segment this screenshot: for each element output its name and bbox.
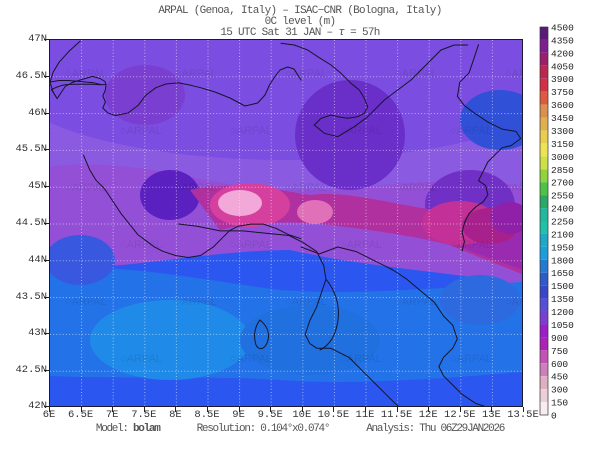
svg-text:4350: 4350: [551, 35, 574, 46]
svg-text:○ARPAL: ○ARPAL: [120, 125, 162, 137]
svg-text:○ARPAL: ○ARPAL: [450, 353, 492, 365]
svg-text:4500: 4500: [551, 23, 574, 34]
svg-text:○ARPAL: ○ARPAL: [175, 296, 217, 308]
svg-text:○ARPAL: ○ARPAL: [65, 296, 107, 308]
svg-text:900: 900: [551, 333, 568, 344]
svg-text:○ARPAL: ○ARPAL: [395, 68, 437, 80]
svg-text:1200: 1200: [551, 307, 574, 318]
svg-text:○ARPAL: ○ARPAL: [505, 182, 523, 194]
svg-text:○ARPAL: ○ARPAL: [230, 125, 272, 137]
svg-text:○ARPAL: ○ARPAL: [285, 296, 327, 308]
svg-text:300: 300: [551, 385, 568, 396]
svg-text:○ARPAL: ○ARPAL: [175, 182, 217, 194]
svg-text:○ARPAL: ○ARPAL: [230, 353, 272, 365]
svg-text:○ARPAL: ○ARPAL: [450, 125, 492, 137]
svg-text:○ARPAL: ○ARPAL: [65, 68, 107, 80]
svg-text:○ARPAL: ○ARPAL: [395, 296, 437, 308]
svg-text:○ARPAL: ○ARPAL: [230, 239, 272, 251]
svg-text:3150: 3150: [551, 139, 574, 150]
svg-text:○ARPAL: ○ARPAL: [120, 239, 162, 251]
svg-text:3900: 3900: [551, 74, 574, 85]
svg-text:0: 0: [551, 411, 557, 422]
svg-text:○ARPAL: ○ARPAL: [450, 239, 492, 251]
svg-text:3000: 3000: [551, 152, 574, 163]
svg-text:2700: 2700: [551, 178, 574, 189]
svg-text:150: 150: [551, 398, 568, 409]
svg-text:2400: 2400: [551, 204, 574, 215]
svg-text:2250: 2250: [551, 217, 574, 228]
svg-text:1350: 1350: [551, 294, 574, 305]
svg-text:1950: 1950: [551, 242, 574, 253]
svg-text:1050: 1050: [551, 320, 574, 331]
svg-text:2850: 2850: [551, 165, 574, 176]
svg-text:○ARPAL: ○ARPAL: [285, 68, 327, 80]
svg-text:○ARPAL: ○ARPAL: [50, 239, 52, 251]
svg-text:3450: 3450: [551, 113, 574, 124]
svg-text:3750: 3750: [551, 87, 574, 98]
svg-text:600: 600: [551, 359, 568, 370]
svg-text:○ARPAL: ○ARPAL: [395, 182, 437, 194]
svg-text:○ARPAL: ○ARPAL: [120, 353, 162, 365]
svg-text:○ARPAL: ○ARPAL: [285, 182, 327, 194]
svg-text:750: 750: [551, 346, 568, 357]
svg-text:○ARPAL: ○ARPAL: [50, 353, 52, 365]
svg-text:○ARPAL: ○ARPAL: [505, 68, 523, 80]
svg-text:4200: 4200: [551, 48, 574, 59]
svg-text:1800: 1800: [551, 255, 574, 266]
svg-text:450: 450: [551, 372, 568, 383]
svg-text:3300: 3300: [551, 126, 574, 137]
svg-text:○ARPAL: ○ARPAL: [50, 125, 52, 137]
svg-text:○ARPAL: ○ARPAL: [340, 239, 382, 251]
svg-text:2550: 2550: [551, 191, 574, 202]
svg-text:○ARPAL: ○ARPAL: [340, 125, 382, 137]
svg-text:1650: 1650: [551, 268, 574, 279]
svg-text:4050: 4050: [551, 61, 574, 72]
svg-text:○ARPAL: ○ARPAL: [65, 182, 107, 194]
svg-text:○ARPAL: ○ARPAL: [505, 296, 523, 308]
svg-text:○ARPAL: ○ARPAL: [175, 68, 217, 80]
svg-text:3600: 3600: [551, 100, 574, 111]
svg-text:○ARPAL: ○ARPAL: [340, 353, 382, 365]
svg-text:1500: 1500: [551, 281, 574, 292]
svg-text:2100: 2100: [551, 229, 574, 240]
